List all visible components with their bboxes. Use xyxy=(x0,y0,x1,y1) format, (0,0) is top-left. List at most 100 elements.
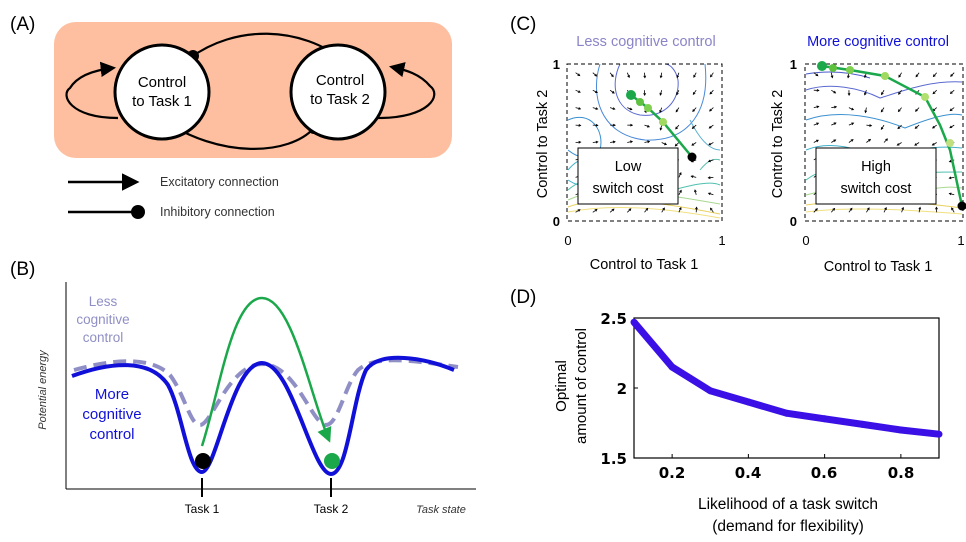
trajectory-point-right-6 xyxy=(946,139,954,147)
vector-arrowhead xyxy=(675,109,679,113)
trajectory-point-right-5 xyxy=(921,93,929,101)
vector-arrowhead xyxy=(832,207,836,211)
vector-arrowhead xyxy=(691,143,695,146)
tick-marks-d xyxy=(634,317,902,459)
node2-label-line2: to Task 2 xyxy=(310,91,370,108)
ytick-2-5: 2.5 xyxy=(600,310,627,328)
vector-arrowhead xyxy=(611,74,614,78)
vector-arrow xyxy=(898,89,902,95)
vector-arrowhead xyxy=(901,206,904,210)
vector-arrowhead xyxy=(951,207,954,211)
vector-arrowhead xyxy=(948,176,952,180)
vector-arrowhead xyxy=(611,208,615,212)
vector-arrowhead xyxy=(678,172,682,176)
vector-arrowhead xyxy=(664,142,668,146)
vector-arrowhead xyxy=(898,91,901,95)
data-point xyxy=(859,420,867,428)
vector-arrow xyxy=(691,142,697,146)
vector-arrowhead xyxy=(659,92,663,96)
vector-arrowhead xyxy=(864,92,867,96)
xtick-0-4: 0.4 xyxy=(735,464,762,482)
high-switch-cost-box xyxy=(815,147,937,205)
vector-arrow xyxy=(644,141,650,143)
data-point xyxy=(935,430,943,438)
left-xtick-min: 0 xyxy=(564,233,571,248)
vector-arrowhead xyxy=(674,143,678,147)
vector-arrowhead xyxy=(950,74,953,77)
vector-arrowhead xyxy=(691,126,695,129)
vector-arrowhead xyxy=(833,122,837,126)
vector-arrowhead xyxy=(915,74,919,78)
vector-arrowhead xyxy=(629,140,634,144)
ytick-1-5: 1.5 xyxy=(600,450,627,468)
vector-arrowhead xyxy=(932,125,935,129)
vector-arrow xyxy=(644,208,649,213)
vector-arrowhead xyxy=(659,110,662,114)
vector-arrowhead xyxy=(647,140,651,144)
vector-arrow xyxy=(709,107,714,112)
more-label-line3: control xyxy=(89,426,134,443)
high-box-line1: High xyxy=(861,159,891,175)
vector-arrow xyxy=(691,175,697,178)
ytick-2: 2 xyxy=(617,380,627,398)
legend-excitatory-label: Excitatory connection xyxy=(160,175,279,189)
more-label-line1: More xyxy=(95,386,129,403)
vector-arrowhead xyxy=(628,208,632,212)
left-y-axis-label: Control to Task 2 xyxy=(535,90,551,199)
d-y-label-line2: amount of control xyxy=(573,328,590,444)
vector-arrowhead xyxy=(676,75,680,79)
vector-arrow xyxy=(897,124,902,129)
left-ytick-max: 1 xyxy=(553,57,560,72)
vector-arrow xyxy=(866,124,872,127)
left-xtick-max: 1 xyxy=(718,233,725,248)
vector-arrowhead xyxy=(868,138,872,142)
task-switch-arrow xyxy=(200,296,332,447)
vector-arrow xyxy=(678,207,682,213)
vector-arrowhead xyxy=(612,123,616,127)
vector-arrowhead xyxy=(709,108,712,112)
vector-arrowhead xyxy=(914,126,918,129)
vector-arrowhead xyxy=(710,74,713,78)
self-excitation-task1 xyxy=(65,61,119,120)
vector-arrowhead xyxy=(577,90,581,93)
node-control-task1 xyxy=(113,43,211,141)
right-y-axis-label: Control to Task 2 xyxy=(770,90,786,199)
vector-arrowhead xyxy=(629,107,633,111)
vector-arrowhead xyxy=(695,206,698,210)
vector-arrowhead xyxy=(885,138,888,142)
vector-arrowhead xyxy=(816,105,820,109)
vector-arrowhead xyxy=(880,127,884,131)
vector-arrowhead xyxy=(849,207,853,211)
d-y-label-line1: Optimal xyxy=(553,360,570,412)
vector-arrowhead xyxy=(676,92,679,96)
low-box-line1: Low xyxy=(615,159,642,175)
panel-a: (A) Control to Task 1 Control to Task 2 … xyxy=(10,14,452,219)
vector-arrowhead xyxy=(675,126,678,130)
vector-arrowhead xyxy=(707,176,711,180)
more-control-curve xyxy=(71,355,455,477)
vector-arrow xyxy=(627,208,632,213)
vector-arrowhead xyxy=(918,206,922,210)
vector-arrowhead xyxy=(949,125,953,129)
legend-inhibitory-dot xyxy=(131,205,145,219)
vector-arrowhead xyxy=(643,75,647,79)
xtick-0-8: 0.8 xyxy=(888,464,915,482)
vector-arrowhead xyxy=(578,107,582,110)
vector-arrowhead xyxy=(595,140,599,144)
vector-arrowhead xyxy=(914,143,918,146)
vector-arrowhead xyxy=(815,139,819,143)
vector-arrow xyxy=(660,72,663,78)
vector-arrowhead xyxy=(949,91,953,95)
vector-arrowhead xyxy=(847,75,850,79)
high-box-line2: switch cost xyxy=(841,181,912,197)
right-ytick-min: 0 xyxy=(790,214,797,229)
trajectory-point-right-3 xyxy=(846,66,854,74)
panel-a-label: (A) xyxy=(10,14,35,35)
vector-arrowhead xyxy=(864,110,868,114)
vector-arrowhead xyxy=(659,75,663,79)
panel-b: (B) Potential energy Task state Task 1 T… xyxy=(10,259,476,516)
data-point xyxy=(706,387,714,395)
vector-arrowhead xyxy=(611,90,615,94)
vector-arrowhead xyxy=(881,92,884,96)
